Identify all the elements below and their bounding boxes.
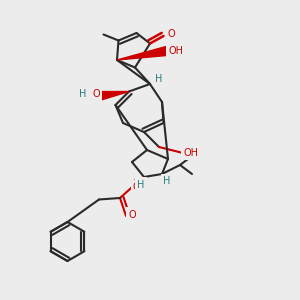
Text: O: O [92, 89, 100, 100]
Text: O: O [128, 209, 136, 220]
Text: O: O [133, 182, 140, 193]
Polygon shape [132, 177, 144, 188]
Text: H: H [163, 176, 170, 187]
Polygon shape [98, 92, 129, 100]
Text: OH: OH [168, 46, 183, 56]
Text: OH: OH [183, 148, 198, 158]
Text: O: O [167, 28, 175, 39]
Text: H: H [79, 89, 86, 100]
Text: H: H [155, 74, 162, 85]
Polygon shape [117, 46, 167, 60]
Text: H: H [137, 179, 145, 190]
